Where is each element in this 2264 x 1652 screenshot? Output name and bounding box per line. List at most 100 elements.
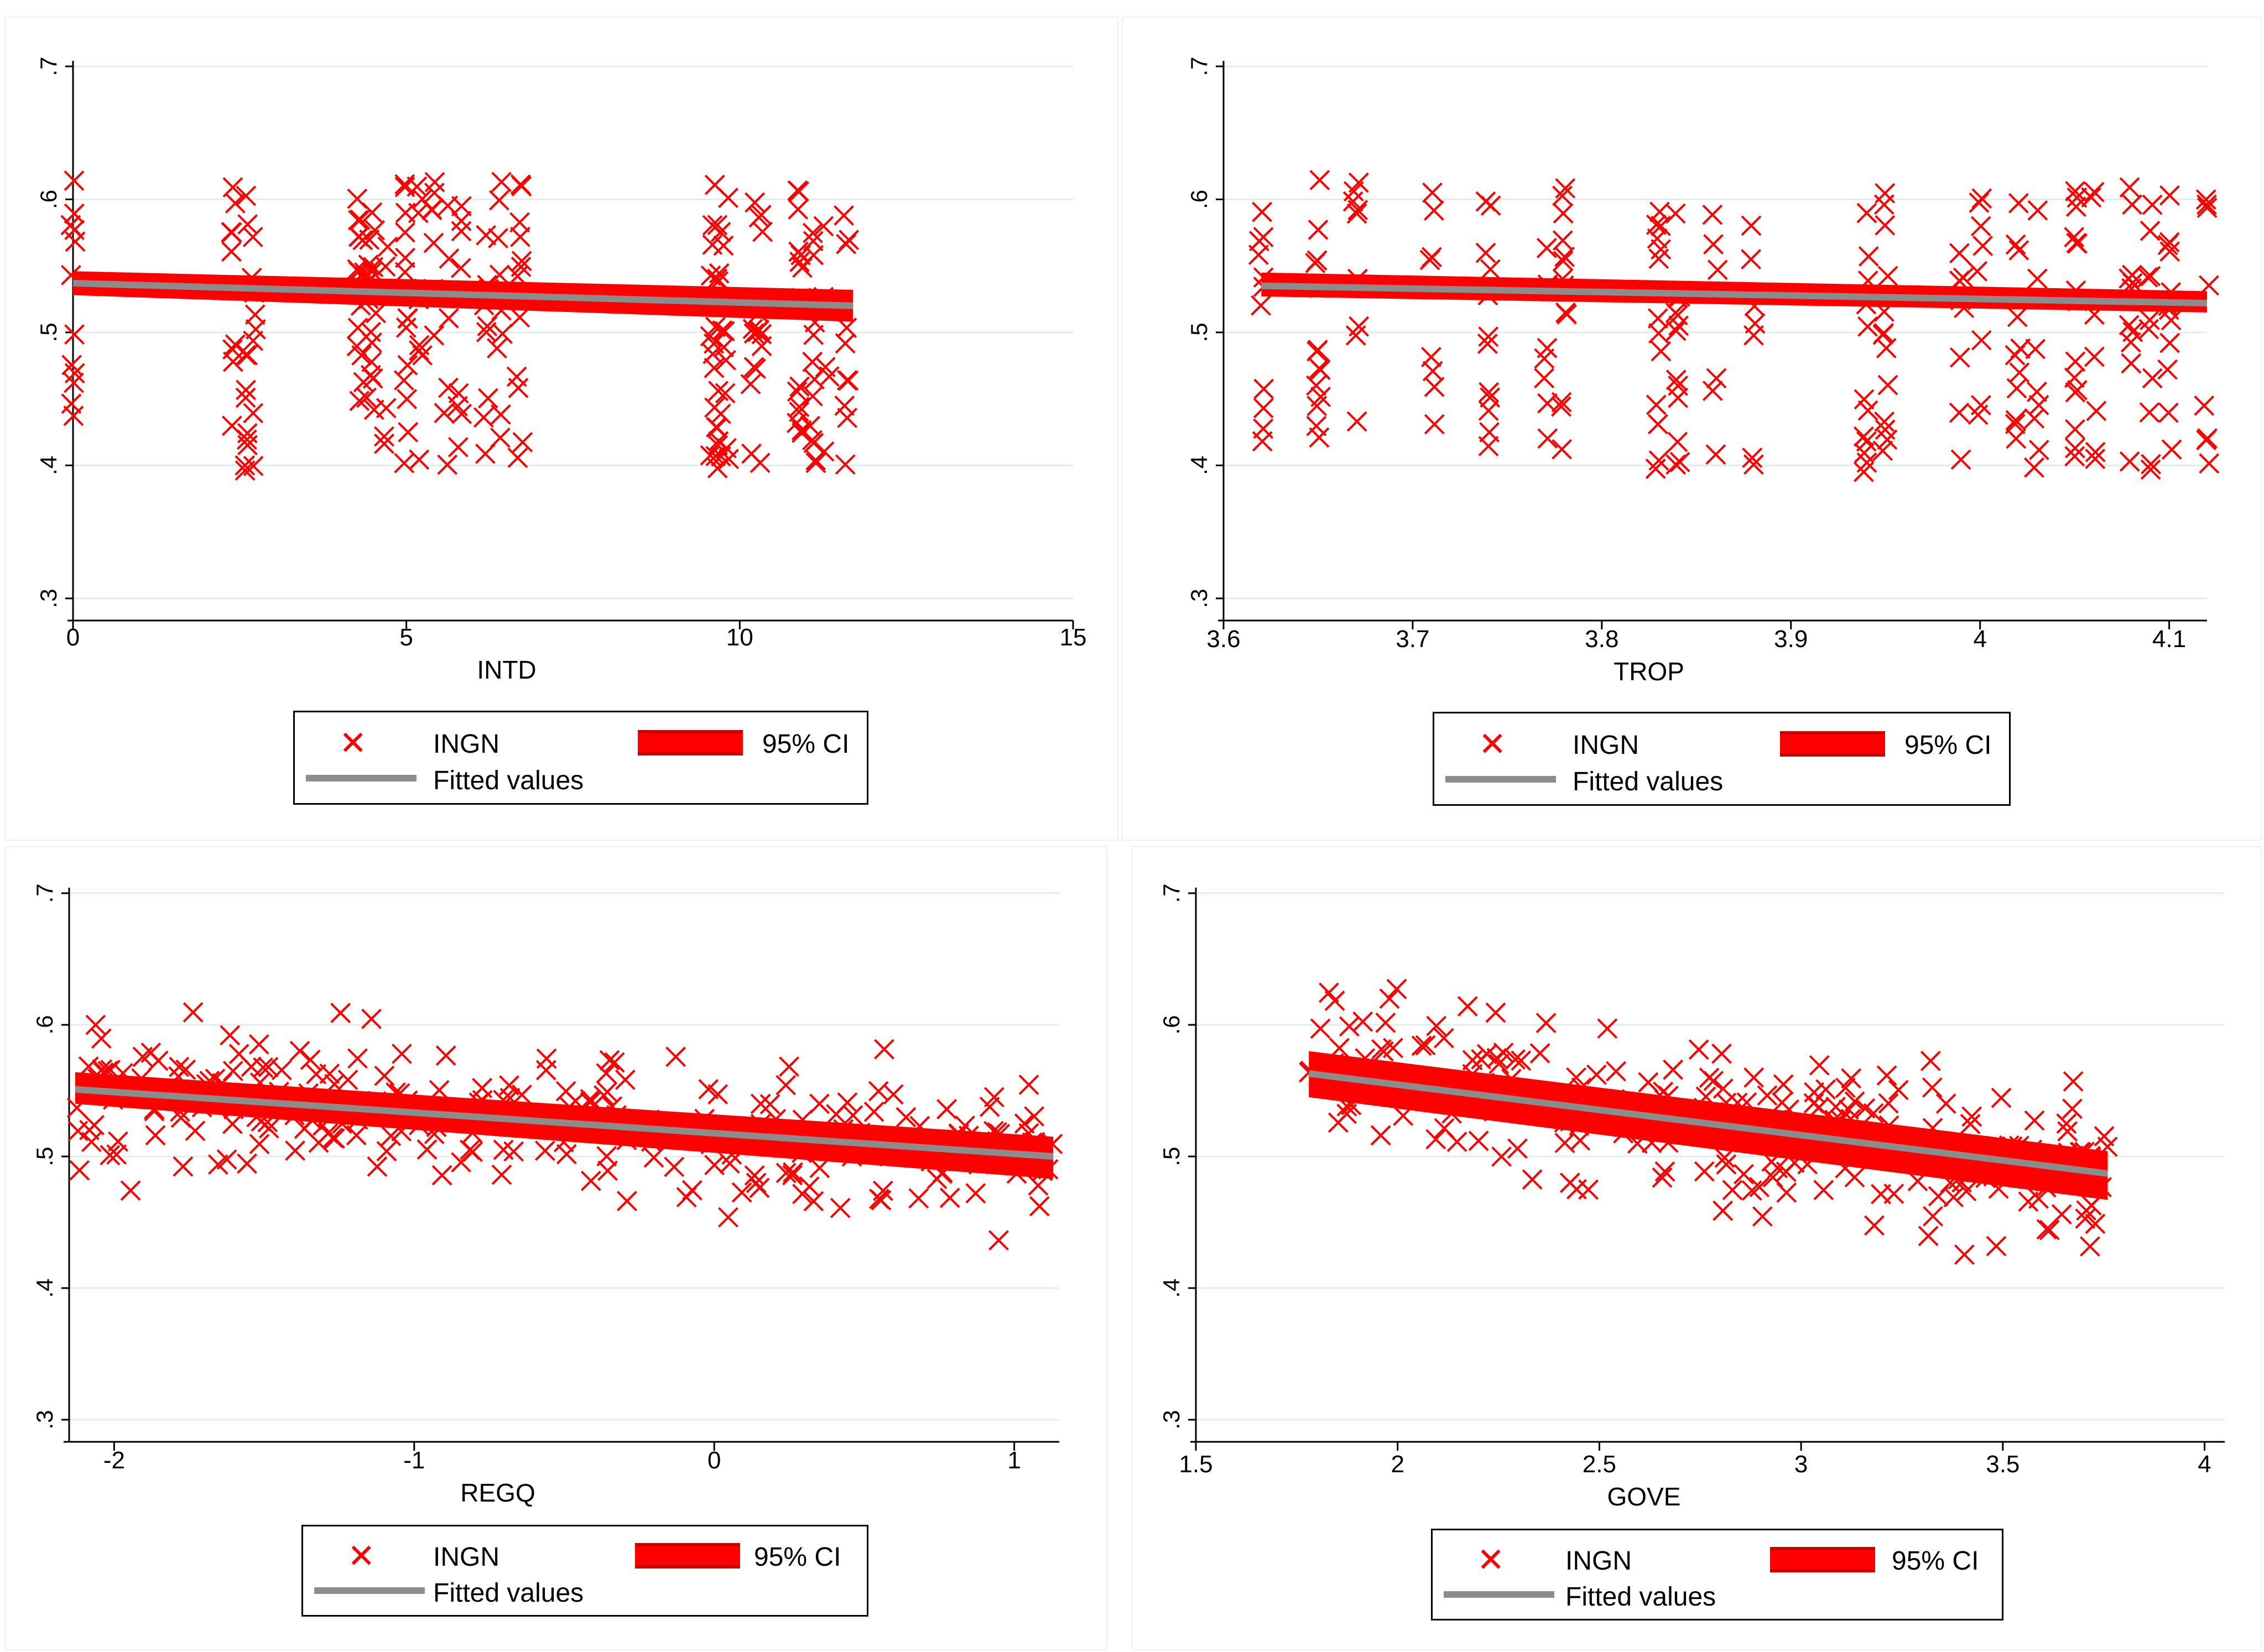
- scatter-point: [1426, 1015, 1447, 1036]
- scatter-point: [1961, 1106, 1982, 1127]
- scatter-point: [740, 374, 761, 394]
- legend-label-ingn: INGN: [1573, 731, 1639, 760]
- x-tick-label: 0: [66, 624, 80, 651]
- scatter-point: [615, 1069, 636, 1090]
- scatter-point: [1649, 201, 1670, 222]
- scatter-point: [322, 1127, 343, 1148]
- scatter-point: [349, 390, 370, 411]
- scatter-point: [712, 320, 733, 341]
- scatter-point: [783, 1162, 803, 1183]
- scatter-point: [789, 397, 810, 418]
- scatter-point: [813, 216, 834, 237]
- y-tick-label: .4: [1186, 456, 1212, 475]
- scatter-point: [1705, 444, 1726, 465]
- scatter-point: [1415, 1035, 1436, 1056]
- scatter-point: [242, 227, 263, 247]
- scatter-point: [1923, 1206, 1943, 1227]
- scatter-point: [491, 171, 512, 192]
- scatter-point: [1838, 1099, 1859, 1120]
- scatter-point: [235, 387, 256, 408]
- scatter-point: [596, 1063, 617, 1084]
- scatter-point: [1844, 1167, 1865, 1187]
- scatter-point: [617, 1191, 637, 1211]
- legend-label-ingn: INGN: [1565, 1546, 1632, 1576]
- scatter-point: [271, 1060, 292, 1081]
- scatter-point: [362, 368, 383, 389]
- scatter-point: [1559, 1172, 1580, 1193]
- scatter-point: [1638, 1072, 1659, 1093]
- scatter-point: [1382, 1038, 1403, 1059]
- x-tick-label: 4.1: [2152, 626, 2186, 653]
- scatter-point: [1375, 1012, 1396, 1033]
- x-tick-label: 3.7: [1396, 626, 1429, 653]
- scatter-point: [2161, 439, 2182, 460]
- scatter-point: [1423, 200, 1444, 221]
- scatter-point: [84, 1114, 105, 1135]
- scatter-point: [2081, 187, 2101, 208]
- scatter-point: [1307, 341, 1327, 362]
- scatter-point: [1858, 246, 1879, 267]
- x-axis-label: REGQ: [460, 1478, 535, 1507]
- scatter-point: [145, 1125, 166, 1146]
- scatter-point: [2064, 419, 2085, 440]
- scatter-point: [1872, 324, 1893, 345]
- scatter-point: [1954, 1244, 1975, 1265]
- scatter-point: [792, 1184, 813, 1205]
- scatter-point: [258, 1056, 279, 1077]
- scatter-point: [2066, 233, 2087, 253]
- scatter-point: [1815, 1079, 1836, 1100]
- scatter-point: [451, 196, 472, 217]
- scatter-point: [437, 454, 458, 475]
- scatter-point: [835, 333, 856, 354]
- scatter-point: [1813, 1180, 1834, 1201]
- scatter-point: [2140, 459, 2161, 480]
- scatter-point: [69, 1160, 90, 1181]
- y-tick-label: .4: [1158, 1278, 1184, 1297]
- scatter-point: [1875, 183, 1896, 204]
- x-tick-label: 3: [1794, 1451, 1808, 1478]
- x-tick-label: 1: [1007, 1447, 1021, 1474]
- scatter-point: [748, 207, 769, 228]
- scatter-point: [1479, 382, 1499, 403]
- scatter-point: [1877, 265, 1898, 286]
- scatter-point: [2122, 194, 2143, 215]
- scatter-point: [1477, 333, 1498, 354]
- scatter-point: [377, 236, 398, 257]
- scatter-point: [2024, 1110, 2045, 1131]
- scatter-point: [1471, 1049, 1492, 1070]
- scatter-point: [1309, 358, 1330, 379]
- legend-label-ingn: INGN: [433, 729, 499, 759]
- scatter-point: [1379, 988, 1400, 1009]
- scatter-point: [834, 395, 855, 416]
- scatter-point: [490, 428, 511, 448]
- scatter-point: [2121, 353, 2142, 374]
- scatter-point: [512, 1084, 532, 1105]
- scatter-point: [708, 381, 728, 402]
- legend-label-fit: Fitted values: [1565, 1582, 1716, 1612]
- legend-fit-swatch: [314, 1587, 425, 1594]
- scatter-point: [718, 187, 738, 209]
- scatter-point: [488, 190, 509, 211]
- scatter-point: [236, 429, 257, 450]
- scatter-point: [665, 1046, 686, 1067]
- scatter-point: [874, 1039, 894, 1060]
- scatter-point: [731, 1182, 752, 1203]
- scatter-point: [1667, 305, 1688, 326]
- scatter-point: [1950, 449, 1971, 470]
- scatter-point: [803, 231, 824, 252]
- scatter-point: [510, 174, 531, 195]
- scatter-point: [1970, 216, 1991, 237]
- scatter-point: [1854, 389, 1875, 410]
- scatter-point: [1651, 341, 1672, 362]
- y-tick-label: .3: [35, 588, 61, 608]
- x-axis-label: INTD: [477, 655, 536, 684]
- scatter-point: [488, 228, 508, 248]
- scatter-point: [365, 220, 386, 241]
- scatter-point: [435, 1045, 456, 1066]
- scatter-point: [1352, 1011, 1373, 1032]
- scatter-point: [2157, 234, 2178, 256]
- scatter-point: [473, 407, 494, 428]
- scatter-point: [398, 421, 419, 442]
- scatter-point: [594, 1085, 614, 1106]
- scatter-point: [2119, 177, 2140, 198]
